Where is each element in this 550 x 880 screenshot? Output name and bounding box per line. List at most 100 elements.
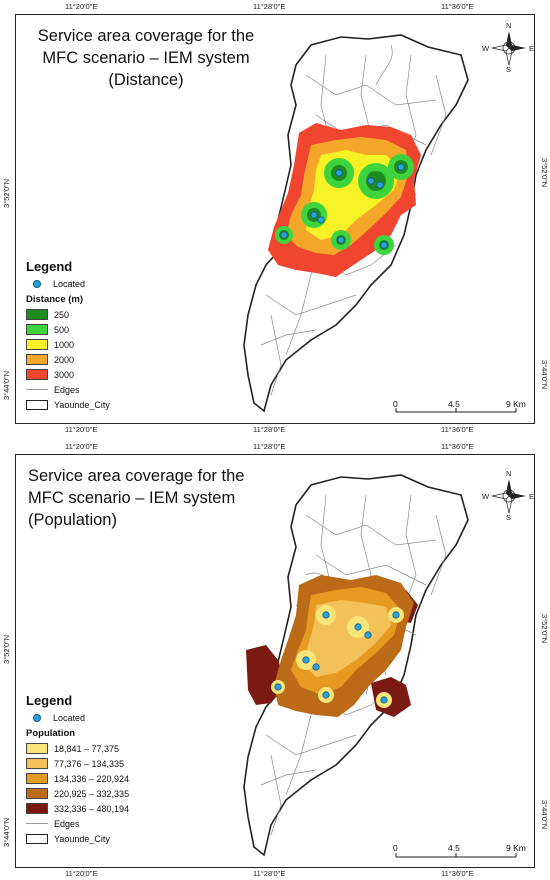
y-tick-right-1: 3°52'0"N [540, 614, 549, 644]
compass-rose-icon [491, 31, 526, 66]
title-line: Service area coverage for the [37, 27, 255, 45]
legend-class-label: 134,336 – 220,924 [54, 773, 130, 784]
legend-class-label: 500 [54, 324, 70, 335]
title-line: MFC scenario – IEM system [28, 489, 236, 507]
x-tick-top-3: 11°36'0"E [441, 442, 474, 451]
y-tick-left-1: 3°52'0"N [2, 634, 11, 664]
legend-class-label: 77,376 – 134,335 [54, 758, 125, 769]
distance-map [243, 34, 517, 413]
city-boundary-icon [26, 399, 48, 410]
legend-class-label: 220,925 – 332,335 [54, 788, 130, 799]
edges-line-icon [26, 823, 48, 824]
north-arrow: N S W E [482, 21, 535, 74]
located-facilities [274, 611, 400, 704]
north-arrow: N S W E [482, 469, 535, 522]
legend-class: 220,925 – 332,335 [26, 786, 129, 801]
legend-swatch [26, 743, 48, 754]
x-tick-bottom-1: 11°20'0"E [65, 869, 98, 878]
y-tick-right-2: 3°44'0"N [540, 800, 549, 830]
x-tick-top-2: 11°28'0"E [253, 2, 286, 11]
legend-edges-label: Edges [54, 384, 80, 395]
coverage-zones [268, 123, 421, 277]
city-boundary-icon [26, 833, 48, 844]
compass-s: S [506, 513, 512, 522]
distance-map-title: Service area coverage for the MFC scenar… [26, 25, 266, 91]
x-tick-bottom-1: 11°20'0"E [65, 425, 98, 434]
compass-e: E [529, 492, 535, 501]
legend-class: 3000 [26, 367, 110, 382]
legend-class: 18,841 – 77,375 [26, 741, 129, 756]
x-tick-top-1: 11°20'0"E [65, 2, 98, 11]
located-icon [33, 713, 41, 722]
x-tick-top-3: 11°36'0"E [441, 2, 474, 11]
y-tick-left-2: 3°44'0"N [2, 370, 11, 400]
legend-edges-label: Edges [54, 818, 80, 829]
legend-population-title: Population [26, 728, 76, 739]
scale-label-0: 0 [393, 399, 398, 409]
scale-label-mid: 4.5 [448, 843, 460, 853]
compass-w: W [482, 44, 490, 53]
legend-swatch [26, 773, 48, 784]
legend-swatch [26, 324, 48, 335]
legend-located-label: Located [53, 278, 86, 289]
legend-swatch [26, 369, 48, 380]
located-icon [33, 279, 41, 288]
population-map [243, 474, 517, 858]
legend-city-label: Yaounde_City [54, 399, 110, 410]
y-tick-right-2: 3°44'0"N [540, 360, 549, 390]
compass-w: W [482, 492, 490, 501]
legend-title: Legend [26, 693, 73, 708]
legend-edges: Edges [26, 382, 110, 397]
compass-e: E [529, 44, 535, 53]
population-map-panel: 11°20'0"E 11°28'0"E 11°36'0"E 3°52'0"N 3… [0, 442, 550, 880]
legend-class: 77,376 – 134,335 [26, 756, 129, 771]
y-tick-right-1: 3°52'0"N [540, 158, 549, 188]
legend-city: Yaounde_City [26, 831, 129, 846]
legend-swatch [26, 758, 48, 769]
legend-class-label: 1000 [54, 339, 75, 350]
legend-swatch [26, 354, 48, 365]
title-line: (Distance) [108, 71, 184, 89]
legend-distance-title: Distance (m) [26, 294, 84, 305]
distance-map-frame: Service area coverage for the MFC scenar… [15, 14, 535, 424]
legend-city: Yaounde_City [26, 397, 110, 412]
legend-class: 332,336 – 480,194 [26, 801, 129, 816]
x-tick-bottom-2: 11°28'0"E [253, 425, 286, 434]
legend-class-label: 3000 [54, 369, 75, 380]
title-line: MFC scenario – IEM system [42, 49, 250, 67]
scale-bar [395, 853, 517, 858]
compass-n: N [506, 469, 512, 478]
located-facilities [280, 163, 405, 249]
x-tick-top-2: 11°28'0"E [253, 442, 286, 451]
legend-edges: Edges [26, 816, 129, 831]
scale-label-mid: 4.5 [448, 399, 460, 409]
x-tick-bottom-3: 11°36'0"E [441, 869, 474, 878]
legend-class-label: 250 [54, 309, 70, 320]
legend-class: 1000 [26, 337, 110, 352]
population-zones [246, 575, 418, 717]
population-map-frame: Service area coverage for the MFC scenar… [15, 454, 535, 868]
scale-label-end: 9 Km [506, 399, 526, 409]
edges-line-icon [26, 389, 48, 390]
x-tick-top-1: 11°20'0"E [65, 442, 98, 451]
legend-swatch [26, 788, 48, 799]
legend-located: Located [26, 276, 110, 291]
legend-swatch [26, 309, 48, 320]
legend-class-label: 2000 [54, 354, 75, 365]
distance-legend: Legend Located Distance (m) 250 500 1000… [26, 259, 110, 412]
scale-label-end: 9 Km [506, 843, 526, 853]
legend-located: Located [26, 710, 129, 725]
legend-swatch [26, 339, 48, 350]
distance-map-panel: 11°20'0"E 11°28'0"E 11°36'0"E 3°52'0"N 3… [0, 0, 550, 438]
legend-city-label: Yaounde_City [54, 833, 110, 844]
legend-class: 134,336 – 220,924 [26, 771, 129, 786]
compass-rose-icon [491, 479, 526, 514]
x-tick-bottom-2: 11°28'0"E [253, 869, 286, 878]
scale-label-0: 0 [393, 843, 398, 853]
legend-title: Legend [26, 259, 73, 274]
legend-class-label: 332,336 – 480,194 [54, 803, 130, 814]
legend-located-label: Located [53, 712, 86, 723]
compass-s: S [506, 65, 512, 74]
title-line: Service area coverage for the [28, 467, 245, 485]
population-map-title: Service area coverage for the MFC scenar… [28, 465, 268, 531]
